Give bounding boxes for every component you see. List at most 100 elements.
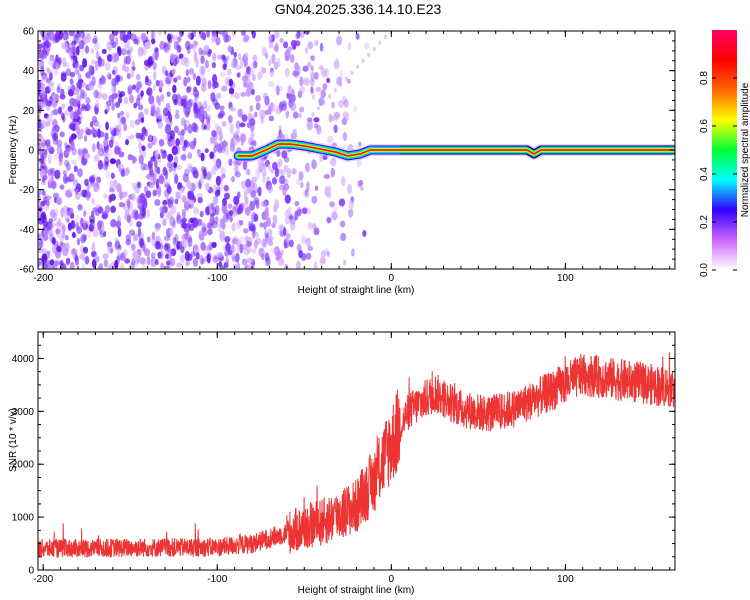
spectrogram-noise-speck xyxy=(91,38,98,44)
spectrogram-noise-speck xyxy=(82,246,89,254)
spectrogram-noise-speck xyxy=(183,76,188,87)
spectrogram-noise-speck xyxy=(196,192,204,198)
spectrogram-noise-speck xyxy=(292,44,297,50)
spectrogram-noise-speck xyxy=(300,31,305,39)
spectrogram-noise-speck xyxy=(314,39,319,47)
spectrogram-noise-speck xyxy=(105,121,109,131)
spectrogram-noise-speck xyxy=(160,148,164,154)
spectrogram-noise-speck xyxy=(91,143,96,153)
spectrogram-noise-speck xyxy=(291,168,297,175)
spectrogram-noise-speck xyxy=(319,153,324,163)
spectrogram-noise-speck xyxy=(339,220,346,228)
spectrogram-noise-speck xyxy=(187,152,193,160)
spectrogram-noise-speck xyxy=(278,184,286,191)
spectrogram-noise-speck xyxy=(162,199,168,207)
spectrogram-noise-speck xyxy=(301,207,308,215)
spectrogram-noise-speck xyxy=(91,198,95,205)
spectrogram-noise-speck xyxy=(224,236,231,243)
spectrogram-noise-speck xyxy=(289,216,296,225)
spectrogram-noise-speck xyxy=(356,159,362,168)
spectrogram-noise-speck xyxy=(48,69,53,77)
spectrogram-noise-speck xyxy=(176,211,181,222)
spectrogram-noise-speck xyxy=(127,86,132,96)
spectrogram-noise-speck xyxy=(154,52,159,61)
spectrogram-noise-speck xyxy=(157,114,163,120)
spectrogram-noise-speck xyxy=(165,135,169,141)
spectrogram-noise-speck xyxy=(71,46,78,54)
spectrogram-noise-speck xyxy=(188,67,195,75)
spectrogram-noise-speck xyxy=(76,45,80,56)
spectrogram-noise-speck xyxy=(108,139,114,149)
spectrogram-noise-speck xyxy=(114,145,121,155)
spectrogram-noise-speck xyxy=(216,189,220,196)
spectrogram-noise-speck xyxy=(63,61,70,68)
spectrogram-noise-speck xyxy=(195,57,199,68)
spectrogram-noise-speck xyxy=(250,131,255,139)
spectrogram-noise-speck xyxy=(298,170,304,181)
spectrogram-noise-speck xyxy=(253,61,258,69)
spectrogram-noise-speck xyxy=(271,222,277,228)
spectrogram-x-tick-label: 100 xyxy=(557,273,574,284)
spectrogram-noise-speck xyxy=(48,31,55,42)
spectrogram-noise-speck xyxy=(127,154,133,161)
spectrogram-noise-speck xyxy=(205,182,210,191)
spectrogram-noise-speck xyxy=(154,47,159,54)
spectrogram-noise-speck xyxy=(257,186,262,197)
spectrogram-noise-speck xyxy=(267,105,272,115)
spectrogram-noise-speck xyxy=(314,185,319,191)
spectrogram-noise-speck xyxy=(182,173,189,183)
spectrogram-noise-speck xyxy=(144,129,148,137)
spectrogram-noise-speck xyxy=(183,57,190,68)
spectrogram-noise-speck xyxy=(172,35,179,42)
spectrogram-noise-speck xyxy=(76,238,81,246)
spectrogram-noise-speck xyxy=(329,201,335,208)
spectrogram-noise-speck xyxy=(70,79,74,86)
spectrogram-noise-speck xyxy=(192,170,199,179)
spectrogram-noise-speck xyxy=(284,56,290,62)
spectrogram-noise-speck xyxy=(229,106,236,112)
spectrogram-noise-speck xyxy=(174,233,179,243)
spectrogram-noise-speck xyxy=(137,46,144,57)
spectrogram-noise-speck xyxy=(336,35,343,46)
spectrogram-image xyxy=(38,31,675,269)
spectrogram-noise-speck xyxy=(206,222,212,230)
spectrogram-noise-speck xyxy=(70,133,77,140)
spectrogram-noise-speck xyxy=(145,190,152,198)
spectrogram-noise-speck xyxy=(166,91,171,97)
spectrogram-noise-speck xyxy=(187,219,193,228)
spectrogram-noise-speck xyxy=(221,85,228,92)
spectrogram-noise-speck xyxy=(74,187,79,195)
spectrogram-noise-speck xyxy=(220,166,226,176)
spectrogram-noise-speck xyxy=(358,141,362,147)
spectrogram-noise-speck xyxy=(64,234,69,241)
spectrogram-noise-speck xyxy=(55,31,62,40)
spectrogram-noise-speck xyxy=(279,86,284,92)
spectrogram-noise-speck xyxy=(168,258,176,267)
spectrogram-noise-speck xyxy=(43,193,49,201)
spectrogram-noise-speck xyxy=(52,62,58,70)
spectrogram-noise-speck xyxy=(162,246,167,257)
spectrogram-noise-speck xyxy=(320,250,327,258)
spectrogram-noise-speck xyxy=(61,57,67,68)
spectrogram-noise-speck xyxy=(233,132,239,138)
spectrogram-noise-speck xyxy=(129,229,136,236)
spectrogram-noise-speck xyxy=(134,185,140,194)
spectrogram-noise-speck xyxy=(62,173,68,185)
spectrogram-noise-speck xyxy=(110,158,117,164)
spectrogram-noise-speck xyxy=(192,72,197,80)
spectrogram-noise-speck xyxy=(60,207,65,218)
spectrogram-noise-speck xyxy=(232,212,237,218)
spectrogram-noise-speck xyxy=(251,248,257,254)
spectrogram-noise-speck xyxy=(289,54,295,63)
spectrogram-noise-speck xyxy=(117,227,122,238)
spectrogram-noise-speck xyxy=(364,42,370,50)
spectrogram-noise-speck xyxy=(62,42,69,50)
spectrogram-noise-speck xyxy=(150,156,156,162)
spectrogram-y-tick-label: -60 xyxy=(20,265,35,276)
spectrogram-noise-speck xyxy=(259,222,265,228)
spectrogram-noise-speck xyxy=(239,219,244,226)
spectrogram-noise-speck xyxy=(311,94,316,100)
spectrogram-chirp-speck xyxy=(328,94,332,99)
spectrogram-noise-speck xyxy=(109,33,115,42)
spectrogram-noise-speck xyxy=(235,252,240,263)
